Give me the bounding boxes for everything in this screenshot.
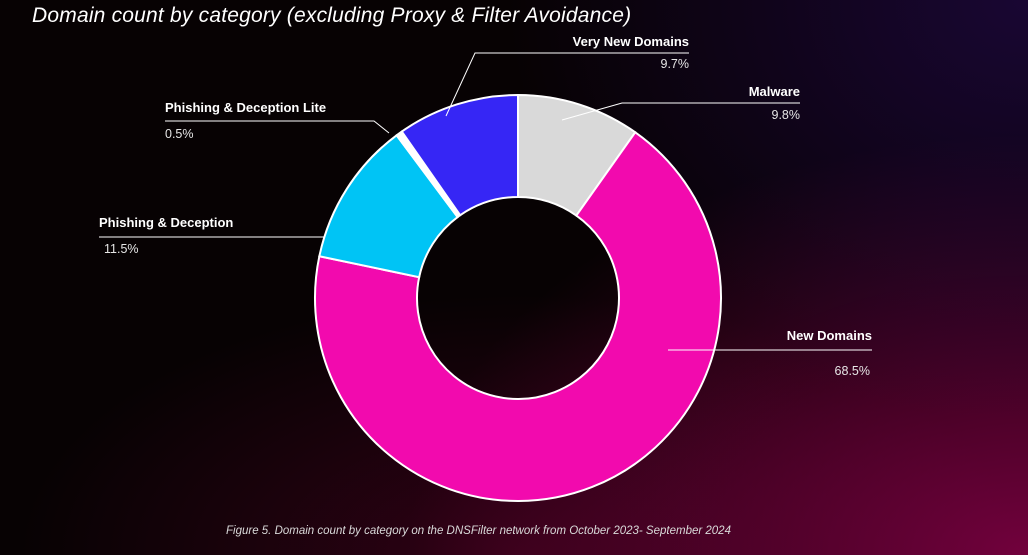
slice-percent-label: 9.8% [772, 108, 801, 122]
slice-name-label: Malware [749, 84, 800, 99]
leader-lines [99, 52, 872, 351]
slice-percent-label: 68.5% [835, 364, 870, 378]
slice-name-label: Phishing & Deception [99, 215, 233, 230]
leader-line [165, 120, 390, 134]
slice-new-domains [314, 130, 722, 502]
slice-very-new-domains [400, 93, 519, 217]
slice-percent-label: 0.5% [165, 127, 194, 141]
chart-title: Domain count by category (excluding Prox… [32, 4, 632, 27]
slice-name-label: Very New Domains [573, 34, 689, 49]
donut-slices [314, 93, 722, 502]
slice-name-label: Phishing & Deception Lite [165, 100, 326, 115]
slice-percent-label: 9.7% [661, 57, 690, 71]
leader-line [445, 52, 689, 117]
slice-percent-label: 11.5% [104, 242, 139, 256]
slice-name-label: New Domains [787, 328, 872, 343]
figure-caption: Figure 5. Domain count by category on th… [226, 525, 731, 537]
slice-labels: Malware 9.8% New Domains 68.5% Phishing & De… [99, 34, 872, 378]
leader-line [561, 102, 800, 121]
